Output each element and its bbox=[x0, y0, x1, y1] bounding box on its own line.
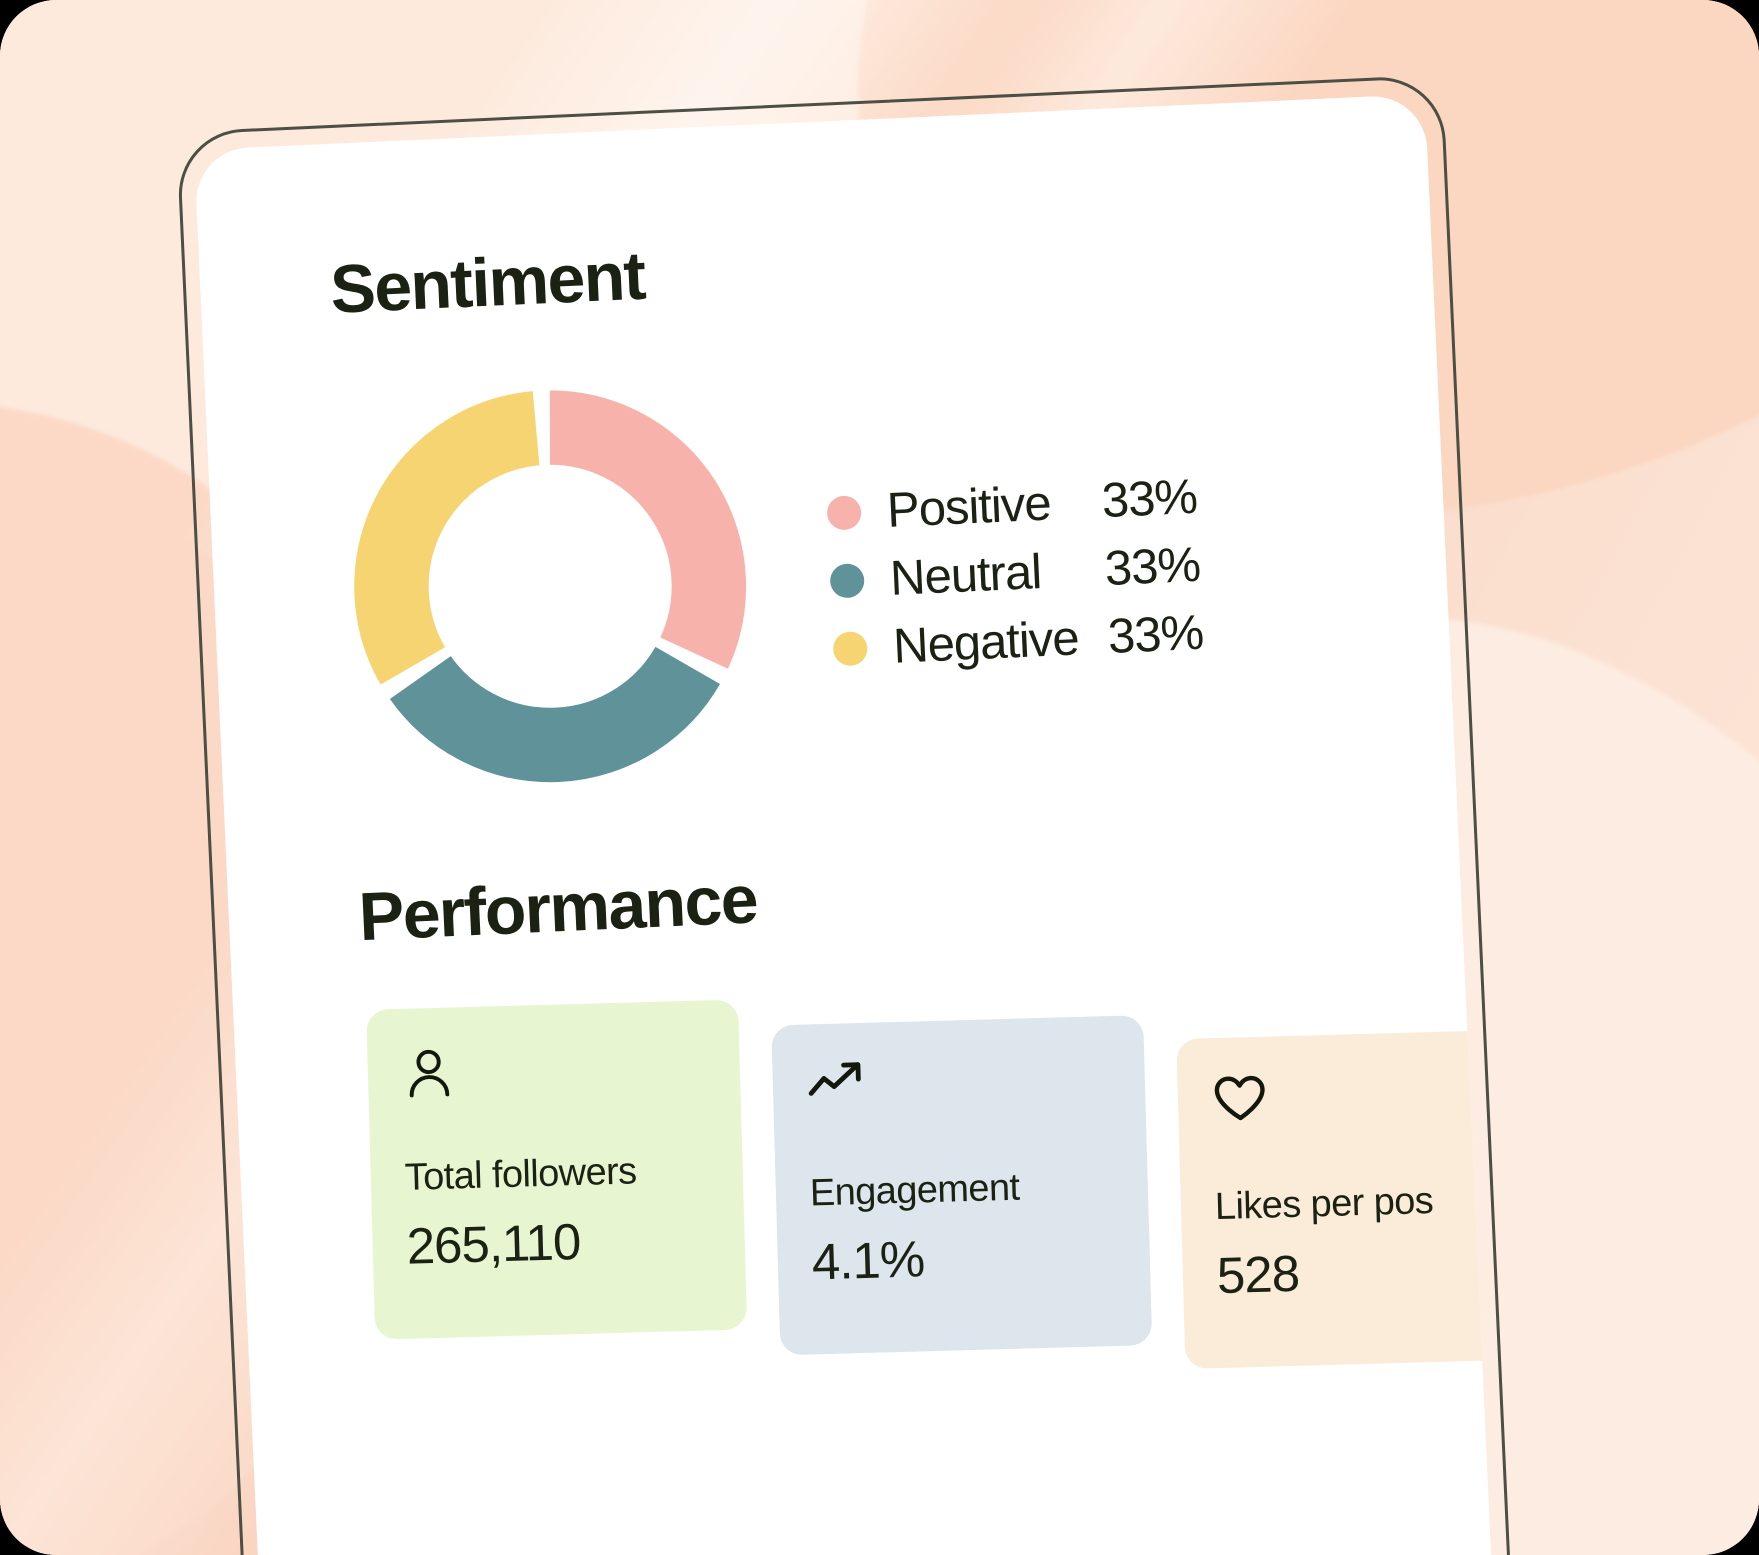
sentiment-legend: Positive 33% Neutral 33% Negative 33% bbox=[826, 458, 1315, 684]
stat-label-total-followers: Total followers bbox=[404, 1150, 638, 1199]
stat-label-likes-per-post: Likes per pos bbox=[1214, 1180, 1434, 1229]
stat-value-likes-per-post: 528 bbox=[1216, 1244, 1300, 1305]
legend-value-negative: 33% bbox=[1106, 605, 1205, 664]
legend-label-positive: Positive bbox=[885, 476, 1052, 538]
legend-swatch-neutral bbox=[829, 563, 865, 599]
sentiment-section-title: Sentiment bbox=[328, 237, 647, 328]
stat-card-total-followers[interactable]: Total followers 265,110 bbox=[366, 999, 748, 1340]
stat-card-likes-per-post[interactable]: Likes per pos 528 bbox=[1176, 1028, 1495, 1370]
performance-section-title: Performance bbox=[357, 861, 759, 956]
stat-label-engagement: Engagement bbox=[809, 1166, 1020, 1215]
legend-label-negative: Negative bbox=[892, 610, 1080, 674]
legend-value-positive: 33% bbox=[1100, 469, 1199, 528]
performance-stat-cards: Total followers 265,110 Engagement 4.1% bbox=[363, 967, 1495, 1433]
sentiment-donut-chart bbox=[354, 390, 747, 783]
dashboard-panel: Sentiment Positive 33% Neutral 33% bbox=[194, 94, 1495, 1555]
legend-swatch-negative bbox=[832, 630, 869, 667]
person-icon bbox=[401, 1036, 711, 1117]
heart-icon bbox=[1211, 1066, 1494, 1147]
legend-label-neutral: Neutral bbox=[888, 544, 1043, 606]
legend-swatch-positive bbox=[826, 495, 862, 531]
donut-segment-neutral[interactable] bbox=[389, 646, 720, 783]
donut-segment-negative[interactable] bbox=[354, 391, 546, 685]
donut-segment-positive[interactable] bbox=[549, 390, 747, 669]
stat-value-engagement: 4.1% bbox=[811, 1230, 925, 1291]
legend-value-neutral: 33% bbox=[1103, 537, 1202, 596]
sentiment-section: Positive 33% Neutral 33% Negative 33% bbox=[335, 348, 1371, 814]
stat-card-engagement[interactable]: Engagement 4.1% bbox=[771, 1015, 1153, 1356]
stat-value-total-followers: 265,110 bbox=[405, 1212, 582, 1275]
trend-up-icon bbox=[806, 1052, 1116, 1133]
